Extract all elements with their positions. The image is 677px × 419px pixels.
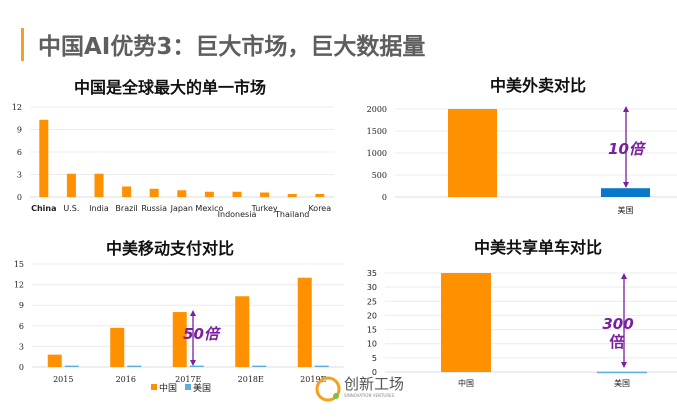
bar-china (110, 327, 125, 367)
bar (149, 188, 159, 197)
x-tick-label: Korea (308, 204, 331, 213)
chart-title: 中美移动支付对比 (106, 239, 234, 258)
bar-china (172, 312, 187, 367)
y-tick-label: 12 (14, 281, 24, 290)
y-tick-label: 2000 (367, 105, 387, 114)
logo: 创新工场 SINNOVATION VENTURES (315, 375, 404, 402)
x-tick-label: India (89, 204, 109, 213)
annotation-label: 300 (602, 315, 633, 333)
y-tick-label: 1500 (367, 127, 387, 136)
x-tick-label: Mexico (195, 204, 223, 213)
chart-title: 中国是全球最大的单一市场 (74, 78, 266, 97)
x-tick-label: 2016 (116, 375, 136, 384)
bar (66, 173, 76, 197)
bar (597, 371, 647, 374)
x-tick-label: Japan (170, 204, 193, 213)
bar (260, 192, 270, 197)
x-tick-label: Indonesia (218, 210, 257, 219)
y-tick-label: 3 (19, 342, 24, 351)
x-tick-label: China (31, 204, 56, 213)
bar-china (47, 354, 62, 367)
bar (601, 188, 650, 197)
bar (94, 173, 104, 197)
x-tick-label: 2019E (300, 375, 326, 384)
bar (315, 194, 325, 197)
arrow-head-down (623, 182, 629, 188)
bar (39, 119, 49, 197)
chart-title: 中美共享单车对比 (474, 238, 602, 257)
legend-swatch-china (151, 384, 157, 390)
y-tick-label: 500 (372, 171, 387, 180)
y-tick-label: 20 (367, 311, 377, 320)
bar-china (235, 296, 250, 367)
y-tick-label: 9 (17, 126, 22, 135)
legend-label-us: 美国 (193, 382, 211, 394)
bar (448, 109, 497, 197)
chart-market-size: 中国是全球最大的单一市场 0 3 6 9 12 China U.S. India Brazil R… (12, 78, 334, 219)
annotation-label: 50倍 (183, 325, 222, 343)
bar (204, 191, 214, 197)
x-tick-label: 2017E (175, 375, 201, 384)
x-tick-label: U.S. (63, 204, 79, 213)
y-tick-label: 15 (14, 260, 24, 269)
bar-us (127, 365, 142, 367)
arrow-head-up (623, 106, 629, 112)
chart-title: 中美外卖对比 (490, 76, 586, 95)
bar-china (297, 277, 312, 367)
arrow-head-up (190, 310, 196, 316)
y-tick-label: 9 (19, 301, 24, 310)
y-tick-label: 12 (12, 103, 22, 112)
y-tick-label: 6 (17, 148, 22, 157)
y-tick-label: 0 (17, 193, 22, 202)
y-tick-label: 0 (382, 193, 387, 202)
x-tick-label: 2018E (238, 375, 264, 384)
x-tick-label: Russia (141, 204, 167, 213)
y-tick-label: 3 (17, 171, 22, 180)
y-tick-label: 25 (367, 297, 377, 306)
bar-us (252, 365, 267, 367)
x-tick-label: Thailand (274, 210, 309, 219)
logo-tagline: SINNOVATION VENTURES (344, 393, 395, 398)
x-tick-label: Turkey (251, 204, 278, 213)
arrow-head-down (190, 360, 196, 366)
x-tick-label: 中国 (458, 378, 474, 388)
arrow-head-down (621, 362, 627, 368)
bar (287, 194, 297, 197)
bar (232, 191, 242, 197)
x-tick-label: 美国 (614, 378, 630, 388)
y-tick-label: 0 (19, 363, 24, 372)
x-tick-label: 2015 (53, 375, 73, 384)
bar-us (64, 365, 79, 367)
bar (122, 186, 132, 197)
y-tick-label: 5 (372, 354, 377, 363)
arrow-head-up (621, 273, 627, 279)
y-tick-label: 30 (367, 283, 377, 292)
x-tick-label: Brazil (115, 204, 137, 213)
bar-us (189, 365, 204, 367)
y-tick-label: 1000 (367, 149, 387, 158)
annotation-label: 倍 (609, 333, 624, 351)
y-tick-label: 15 (367, 326, 377, 335)
title-accent-bar (21, 28, 24, 61)
chart-mobile-payment: 中美移动支付对比 中国 美国 0 3 6 9 12 15 2015 2016 2017E 2018… (14, 239, 344, 394)
y-tick-label: 6 (19, 322, 24, 331)
slide-title: 中国AI优势3：巨大市场，巨大数据量 (38, 33, 425, 60)
y-tick-label: 10 (367, 340, 377, 349)
logo-name: 创新工场 (344, 375, 404, 393)
y-tick-label: 35 (367, 269, 377, 278)
logo-icon (315, 376, 341, 402)
legend-swatch-us (185, 384, 191, 390)
x-tick-label: 美国 (618, 205, 634, 215)
annotation-label: 10倍 (608, 140, 647, 158)
bar-us (314, 365, 329, 367)
bar (441, 273, 491, 372)
bar (177, 190, 187, 197)
y-tick-label: 0 (372, 368, 377, 377)
legend-label-china: 中国 (159, 382, 177, 394)
chart-food-delivery: 中美外卖对比 0 500 1000 1500 2000 美国 10倍 (367, 76, 677, 215)
